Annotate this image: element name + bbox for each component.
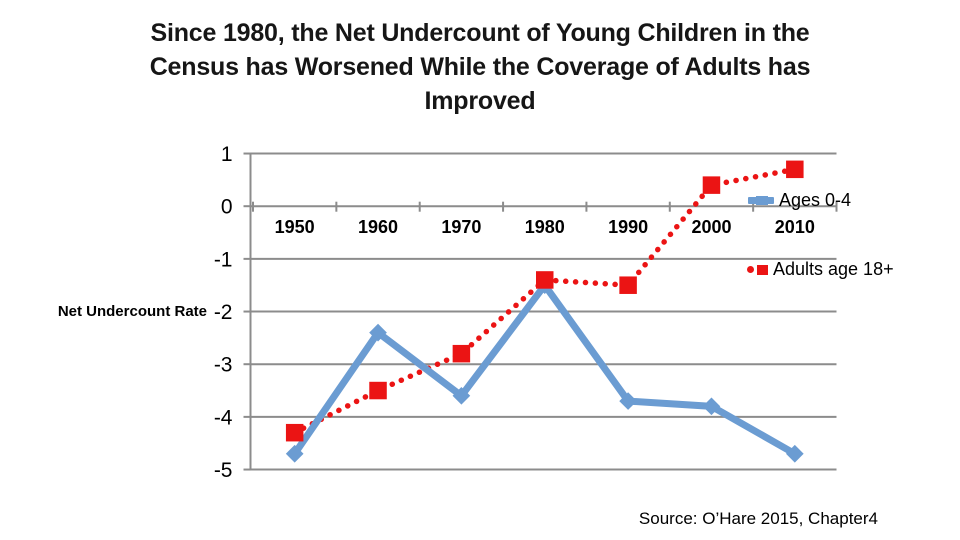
diamond-marker-icon [452,386,471,405]
square-marker-icon [285,423,304,442]
y-tick-label: -4 [214,406,233,429]
x-tick-label: 1970 [441,217,481,237]
legend-label-ages-0-4: Ages 0-4 [779,190,852,210]
diamond-marker-icon [702,397,721,416]
x-tick-label: 1980 [525,217,565,237]
legend-item-adults-18plus: Adults age 18+ [747,259,894,280]
legend-label-adults-18plus: Adults age 18+ [773,259,894,279]
diamond-marker-icon [619,392,637,410]
chart-title: Since 1980, the Net Undercount of Young … [0,16,960,118]
y-tick-label: -5 [214,459,233,482]
y-tick-labels: 1 0 -1 -2 -3 -4 -5 [214,143,233,482]
square-marker-icon [369,381,387,400]
x-tick-label: 1990 [608,217,648,237]
y-axis-title: Net Undercount Rate [57,303,207,320]
gridlines [250,152,837,471]
y-axis [243,152,252,471]
series-ages-markers [285,276,804,463]
x-tick-label: 1960 [358,217,398,237]
blue-line-marker-center-icon [756,196,768,205]
blue-line-marker-icon [748,196,774,205]
diamond-marker-icon [285,444,304,463]
diamond-marker-icon [369,323,387,342]
red-dot-icon [747,266,754,273]
diamond-marker-icon [785,444,804,463]
legend-item-ages-0-4: Ages 0-4 [748,190,851,211]
y-tick-label: -3 [214,354,233,377]
y-tick-label: 0 [221,196,233,219]
square-marker-icon [535,271,554,289]
chart-title-line-3: Improved [424,87,536,115]
square-marker-icon [786,160,804,179]
red-square-icon [757,264,768,275]
x-tick-label: 2010 [775,217,815,237]
red-dotted-marker-icon [747,264,768,275]
series-ages-line [291,279,797,457]
square-marker-icon [702,176,721,194]
x-tick-labels: 1950 1960 1970 1980 1990 2000 2010 [275,217,815,237]
x-tick-label: 1950 [275,217,315,237]
series-adults-markers [285,160,804,442]
y-tick-label: 1 [221,143,233,166]
y-tick-label: -2 [214,301,233,324]
square-marker-icon [619,276,637,294]
chart-title-line-2: Census has Worsened While the Coverage o… [149,53,811,81]
y-tick-label: -1 [214,248,233,271]
square-marker-icon [452,344,471,363]
x-tick-label: 2000 [691,217,731,237]
chart-title-line-1: Since 1980, the Net Undercount of Young … [150,19,810,47]
source-note: Source: O’Hare 2015, Chapter4 [638,509,878,528]
